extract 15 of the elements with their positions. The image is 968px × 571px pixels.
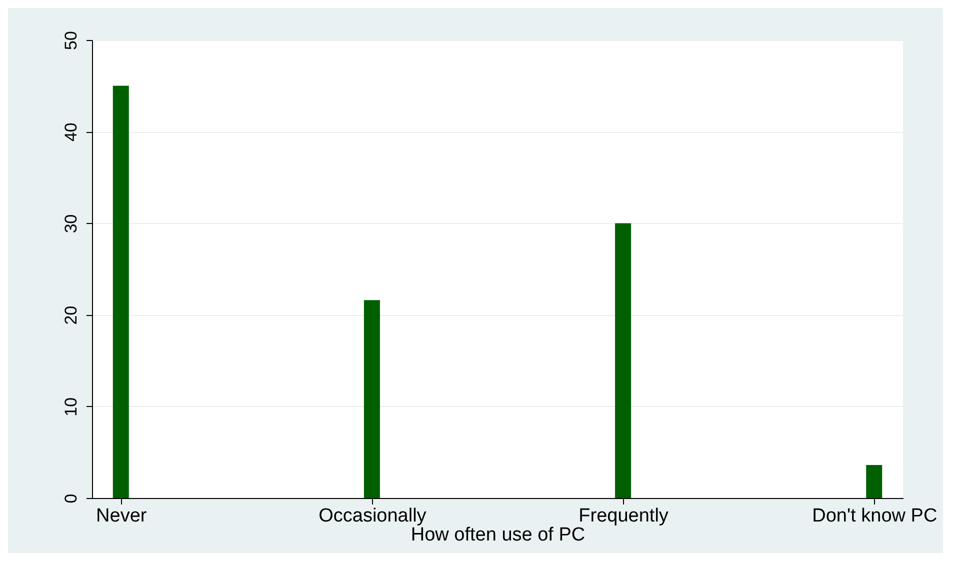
x-axis-title: How often use of PC <box>410 524 586 546</box>
y-tick-label: 0 <box>62 494 80 504</box>
bar <box>364 300 380 498</box>
y-tick-label: 30 <box>62 214 80 234</box>
bar <box>112 86 129 498</box>
y-tick-label: 50 <box>62 31 80 50</box>
bar <box>615 223 632 498</box>
y-tick-label: 20 <box>62 306 80 325</box>
y-tick-label: 40 <box>62 122 80 142</box>
x-tick-label: Occasionally <box>318 506 427 526</box>
x-tick-label: Frequently <box>578 506 669 526</box>
bar <box>866 465 882 498</box>
x-tick-label: Never <box>96 506 148 526</box>
y-tick-label: 10 <box>62 397 80 416</box>
x-tick-label: Don't know PC <box>812 506 938 526</box>
